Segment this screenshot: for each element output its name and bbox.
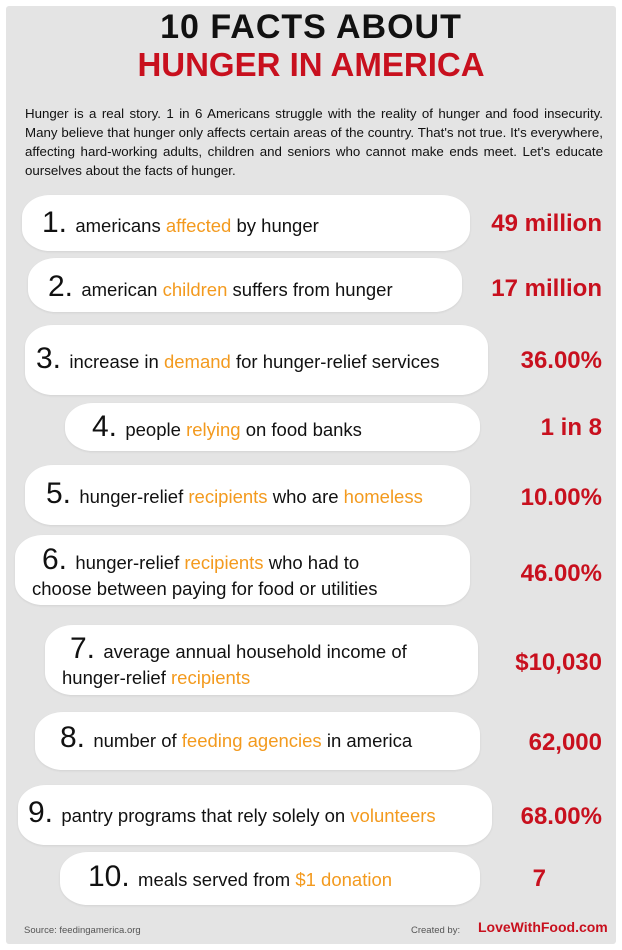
fact-number: 9.	[28, 796, 62, 829]
fact-number: 7.	[70, 632, 104, 665]
fact-phrase: who had to	[263, 552, 360, 573]
highlighted-word: $1 donation	[295, 869, 393, 890]
fact-box	[45, 625, 478, 695]
fact-phrase: on food banks	[240, 419, 362, 440]
fact-number: 8.	[60, 721, 94, 754]
fact-phrase: people	[125, 419, 187, 440]
fact-text: hunger-relief recipients	[62, 663, 250, 692]
fact-value: 62,000	[528, 729, 602, 756]
fact-number: 5.	[46, 477, 80, 510]
fact-number: 10.	[88, 860, 139, 893]
fact-text: 3. increase in demand for hunger-relief …	[36, 344, 440, 376]
fact-box	[18, 785, 492, 845]
fact-phrase: meals served from	[138, 869, 296, 890]
lovewithfood-logo: LoveWithFood.com	[478, 919, 608, 935]
fact-phrase: in america	[321, 730, 413, 751]
fact-text: 5. hunger-relief recipients who are home…	[46, 479, 423, 511]
fact-phrase: choose between paying for food or utilit…	[32, 578, 378, 599]
fact-box	[22, 195, 470, 251]
fact-value: 7	[532, 865, 546, 892]
fact-number: 6.	[42, 543, 76, 576]
fact-text: 1. americans affected by hunger	[42, 208, 319, 240]
fact-number: 4.	[92, 410, 126, 443]
source-text: Source: feedingamerica.org	[24, 925, 141, 936]
fact-text: 9. pantry programs that rely solely on v…	[28, 798, 436, 830]
fact-text: 6. hunger-relief recipients who had to	[42, 545, 359, 577]
fact-box	[28, 258, 462, 312]
title-line-1: 10 FACTS ABOUT	[160, 8, 462, 46]
intro-paragraph: Hunger is a real story. 1 in 6 Americans…	[25, 106, 603, 178]
fact-box	[25, 325, 488, 395]
fact-value: 36.00%	[520, 347, 602, 374]
fact-text: 2. american children suffers from hunger	[48, 272, 393, 304]
highlighted-word: homeless	[343, 486, 423, 507]
fact-value: 68.00%	[520, 803, 602, 830]
created-by-label: Created by:	[411, 925, 461, 936]
fact-box	[15, 535, 470, 605]
fact-phrase: for hunger-relief services	[230, 351, 440, 372]
fact-box	[25, 465, 470, 525]
fact-phrase: hunger-relief	[75, 552, 185, 573]
fact-phrase: who are	[267, 486, 344, 507]
fact-phrase: by hunger	[231, 215, 319, 236]
fact-phrase: average annual household income of	[103, 641, 407, 662]
highlighted-word: recipients	[184, 552, 264, 573]
fact-phrase: hunger-relief	[62, 667, 172, 688]
fact-phrase: hunger-relief	[79, 486, 189, 507]
fact-value: 10.00%	[520, 484, 602, 511]
highlighted-word: relying	[186, 419, 241, 440]
fact-text: choose between paying for food or utilit…	[32, 574, 378, 603]
fact-number: 1.	[42, 206, 76, 239]
highlighted-word: recipients	[171, 667, 251, 688]
fact-phrase: increase in	[69, 351, 164, 372]
highlighted-word: feeding agencies	[181, 730, 322, 751]
highlighted-word: volunteers	[350, 805, 436, 826]
fact-phrase: pantry programs that rely solely on	[61, 805, 351, 826]
fact-box	[35, 712, 480, 770]
fact-value: 1 in 8	[540, 414, 602, 441]
fact-phrase: americans	[75, 215, 166, 236]
fact-value: $10,030	[515, 649, 602, 676]
highlighted-word: children	[162, 279, 228, 300]
highlighted-word: demand	[163, 351, 231, 372]
fact-value: 46.00%	[520, 560, 602, 587]
fact-box	[65, 403, 480, 451]
highlighted-word: recipients	[188, 486, 268, 507]
fact-box	[60, 852, 480, 905]
fact-text: 10. meals served from $1 donation	[88, 862, 392, 894]
fact-number: 3.	[36, 342, 70, 375]
fact-phrase: suffers from hunger	[227, 279, 393, 300]
fact-value: 49 million	[491, 210, 602, 237]
fact-text: 7. average annual household income of	[70, 634, 407, 666]
fact-phrase: number of	[93, 730, 182, 751]
highlighted-word: affected	[165, 215, 232, 236]
fact-value: 17 million	[491, 275, 602, 302]
fact-number: 2.	[48, 270, 82, 303]
fact-text: 8. number of feeding agencies in america	[60, 723, 412, 755]
title-line-2: HUNGER IN AMERICA	[137, 46, 485, 83]
fact-phrase: american	[81, 279, 163, 300]
fact-text: 4. people relying on food banks	[92, 412, 362, 444]
